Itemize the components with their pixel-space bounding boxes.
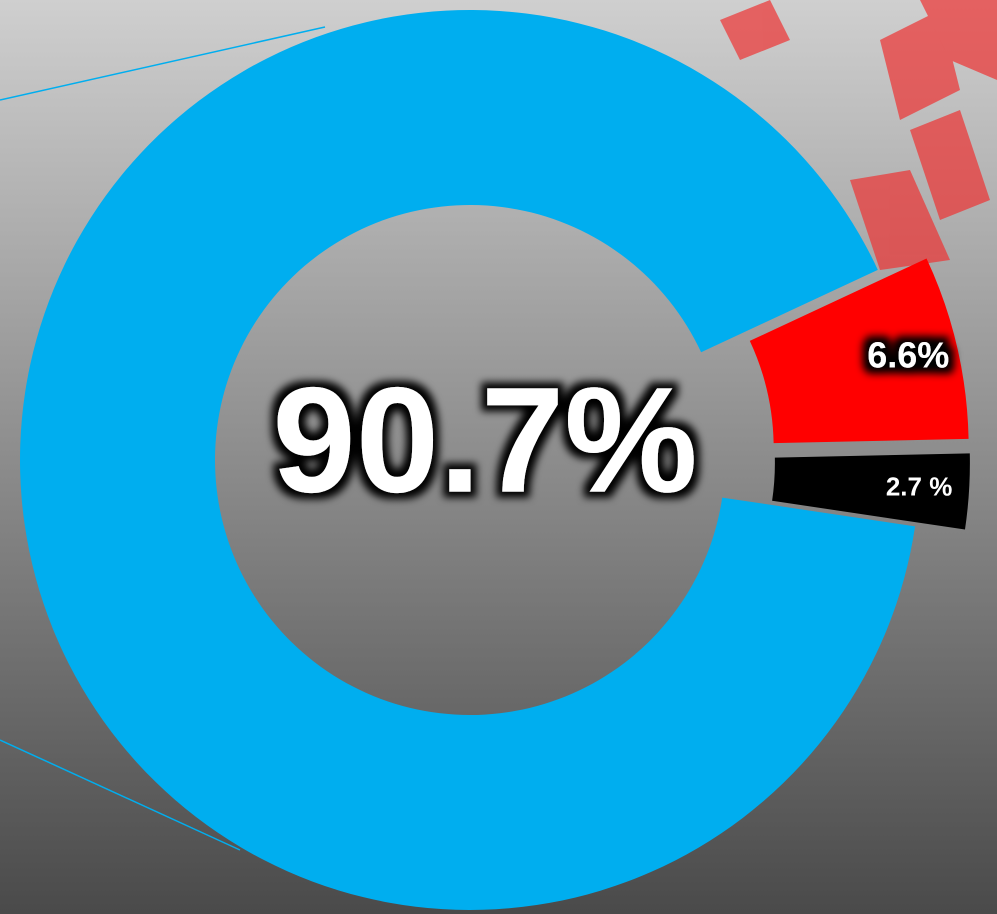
slice [749, 258, 969, 444]
decoration-line [0, 739, 241, 851]
decoration-line [0, 26, 326, 101]
slice-label: 6.6% [867, 334, 949, 375]
center-label: 90.7% [272, 356, 697, 524]
slice [772, 453, 970, 530]
decoration [720, 0, 997, 270]
slice [20, 10, 916, 911]
slice-label: 2.7 % [886, 471, 953, 501]
